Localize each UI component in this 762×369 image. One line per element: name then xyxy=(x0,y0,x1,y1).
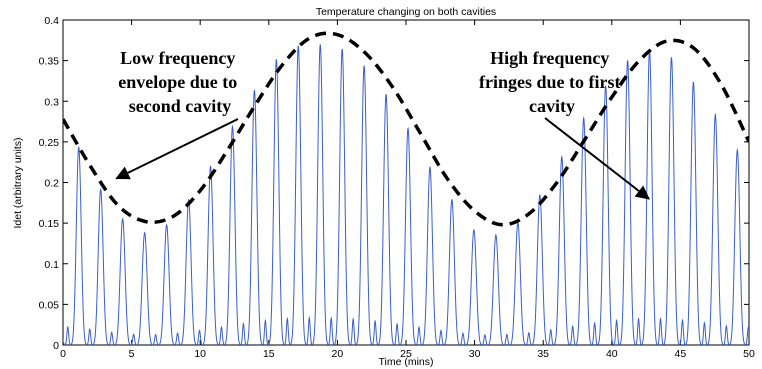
x-axis-title: Time (mins) xyxy=(378,356,433,368)
x-tick-label: 50 xyxy=(743,348,755,360)
annotation-low-arrow xyxy=(115,118,239,180)
annotation-high-line-1: High frequency xyxy=(490,48,609,68)
y-tick-label: 0.15 xyxy=(39,218,60,230)
ticks: 0 5 10 15 20 25 30 35 40 45 50 0 0.05 0.1 0.15 0.2 0.25 0… xyxy=(39,15,755,360)
y-axis-title: Idet (arbitrary units) xyxy=(12,137,24,228)
x-tick-label: 45 xyxy=(675,348,687,360)
y-tick-label: 0.1 xyxy=(44,259,59,271)
x-tick-label: 35 xyxy=(537,348,549,360)
x-tick-label: 0 xyxy=(60,348,66,360)
y-tick-label: 0.4 xyxy=(44,15,59,27)
annotation-high-line-3: cavity xyxy=(529,96,575,116)
annotation-low-line-3: second cavity xyxy=(129,96,232,116)
annotation-low-line-1: Low frequency xyxy=(120,48,235,68)
y-tick-label: 0.05 xyxy=(39,299,60,311)
x-tick-label: 15 xyxy=(263,348,275,360)
y-tick-label: 0.3 xyxy=(44,96,59,108)
y-tick-label: 0.25 xyxy=(39,137,60,149)
annotation-low-frequency: Low frequency envelope due to second cav… xyxy=(118,48,242,116)
annotations: Low frequency envelope due to second cav… xyxy=(115,48,650,200)
x-tick-label: 5 xyxy=(129,348,135,360)
y-tick-label: 0.35 xyxy=(39,56,60,68)
annotation-low-line-2: envelope due to xyxy=(118,72,237,92)
y-tick-label: 0 xyxy=(53,340,59,352)
x-tick-label: 10 xyxy=(194,348,206,360)
envelope-series-line xyxy=(63,31,749,227)
x-tick-label: 25 xyxy=(400,348,412,360)
chart-title: Temperature changing on both cavities xyxy=(316,6,496,18)
y-tick-label: 0.2 xyxy=(44,178,59,190)
x-tick-label: 30 xyxy=(469,348,481,360)
x-tick-label: 20 xyxy=(332,348,344,360)
annotation-high-line-2: fringes due to first xyxy=(479,72,620,92)
fringe-series-line xyxy=(63,44,749,345)
annotation-high-frequency: High frequency fringes due to first cavi… xyxy=(479,48,625,116)
annotation-high-arrow xyxy=(544,117,650,200)
x-tick-label: 40 xyxy=(606,348,618,360)
